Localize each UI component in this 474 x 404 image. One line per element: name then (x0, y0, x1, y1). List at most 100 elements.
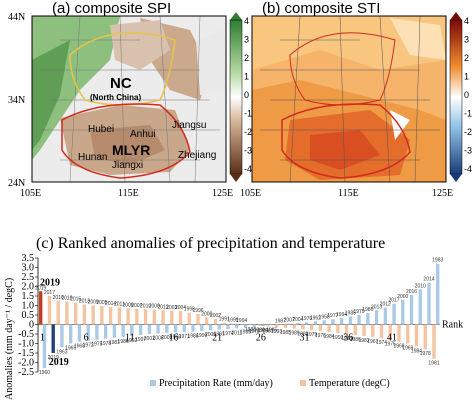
colorbar-tick: 4 (244, 16, 249, 26)
temp-year-label: 1986 (350, 337, 361, 343)
colorbar-tick: -1 (464, 109, 472, 119)
temp-year-label: 1979 (306, 332, 317, 338)
y-tick-label: -2.0 (18, 358, 34, 369)
precip-bar (103, 324, 108, 339)
panel-b-colorbar (449, 12, 463, 182)
precip-bar (208, 324, 213, 331)
precip-year-label: 2006 (153, 336, 164, 342)
temp-year-label: 1967 (367, 339, 378, 345)
temp-year-label: 2018 (61, 296, 72, 302)
province-hubei: Hubei (88, 124, 114, 135)
panel-b-frame (251, 15, 447, 183)
precip-bar (156, 324, 160, 334)
precip-bar (200, 324, 204, 331)
temp-year-label: 1968 (393, 344, 404, 350)
temp-year-label: 2006 (123, 302, 134, 308)
precip-bar (296, 322, 300, 325)
temp-bar (309, 324, 314, 331)
precip-bar (366, 313, 370, 325)
rank-tick: 1 (40, 333, 45, 344)
precip-year-label: 2009 (161, 335, 172, 341)
temp-bar (257, 324, 261, 326)
precip-bar (401, 299, 405, 325)
temp-bar (231, 323, 235, 325)
precip-year-label: 1972 (83, 343, 94, 349)
temp-bar (91, 305, 95, 325)
y-tick-label: 0.5 (22, 310, 35, 321)
precip-bar (383, 307, 387, 325)
province-zhejiang: Zhejiang (178, 150, 216, 161)
precip-bar (42, 324, 47, 369)
temp-year-label: 2004 (175, 305, 186, 311)
temp-year-label: 1999 (227, 318, 238, 324)
precip-bar (226, 324, 230, 330)
rank-tick: 36 (343, 333, 353, 344)
a-lon-105: 105E (20, 188, 41, 199)
temp-year-label: 2011 (114, 301, 125, 307)
a-lon-125: 125E (212, 188, 233, 199)
precip-year-label: 2014 (423, 277, 434, 283)
precip-bar (357, 315, 361, 325)
province-jiangsu: Jiangsu (172, 120, 206, 131)
precip-year-label: 2013 (371, 304, 382, 310)
precip-year-label: 1991 (214, 332, 225, 338)
precip-bar (322, 320, 326, 325)
a-lon-115: 115E (118, 188, 139, 199)
panel-b-colorbar-labels: 4 3 2 1 0 -1 -2 -3 -4 (464, 16, 472, 174)
precip-year-label: 2002 (205, 332, 216, 338)
precip-bar (121, 324, 125, 337)
precip-bar (331, 319, 335, 325)
legend-temp-swatch (300, 380, 306, 386)
precip-bar (436, 263, 440, 325)
precip-year-label: 1997 (135, 337, 146, 343)
precip-bar (235, 324, 239, 329)
precip-bar (409, 295, 414, 325)
temp-year-label: 1984 (411, 348, 422, 354)
precip-bar (51, 324, 55, 353)
precip-bar (304, 322, 309, 325)
precip-bar (418, 289, 422, 325)
rank-tick: 6 (84, 333, 89, 344)
precip-bar (147, 324, 151, 334)
y-tick-label: 1.5 (22, 291, 35, 302)
temp-bar (213, 318, 218, 325)
precip-year-label: 2012 (380, 301, 391, 307)
temp-bar (388, 324, 392, 340)
precip-year-label: 1994 (336, 312, 347, 318)
precip-year-label: 1984 (257, 328, 268, 334)
precip-bar (95, 324, 99, 340)
temp-bar (397, 324, 401, 342)
colorbar-tick: 2 (244, 53, 249, 63)
precip-year-label: 1965 (65, 346, 76, 352)
temp-bar (292, 324, 296, 329)
rank-tick: 11 (125, 333, 135, 344)
temp-bar (39, 291, 43, 325)
precip-bar (77, 324, 82, 342)
precip-year-label: 1966 (170, 334, 181, 340)
precip-year-label: 2001 (144, 336, 155, 342)
panel-a-colorbar (229, 12, 243, 182)
temp-bar (414, 324, 419, 347)
temp-bar (126, 308, 130, 325)
y-tick-label: -1.5 (18, 348, 34, 359)
rank-tick: 31 (300, 333, 310, 344)
temp-bar (283, 324, 288, 328)
temp-bar (205, 317, 209, 325)
precip-bar (112, 324, 117, 338)
y-tick-label: 1.0 (22, 301, 35, 312)
a-lat-44: 44N (8, 12, 25, 23)
chart-title: (c) Ranked anomalies of precipitation an… (36, 235, 385, 252)
temp-bar (170, 310, 174, 325)
nc-sublabel: (North China) (90, 93, 141, 102)
temp-bar (74, 302, 78, 325)
temp-bar (82, 304, 87, 325)
mlyr-label: MLYR (112, 142, 150, 158)
temp-year-label: 1984 (324, 334, 335, 340)
temp-bar (143, 309, 148, 325)
rank-tick: 41 (387, 333, 397, 344)
panel-a-map (32, 16, 226, 182)
y-tick-label: -2.5 (18, 367, 34, 378)
colorbar-tick: 3 (464, 35, 469, 45)
colorbar-tick: -3 (464, 146, 472, 156)
